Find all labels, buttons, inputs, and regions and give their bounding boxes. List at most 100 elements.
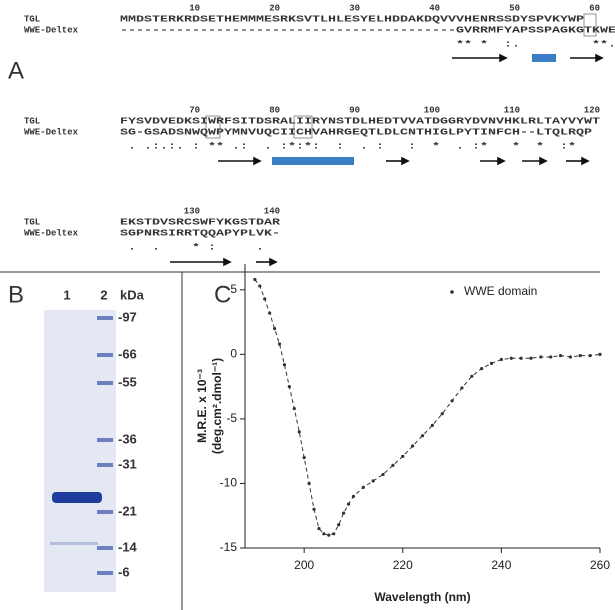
data-point: [539, 355, 543, 359]
data-point: [317, 527, 321, 531]
sequence: ----------------------------------------…: [120, 25, 615, 35]
data-point: [371, 479, 375, 483]
panel-label: A: [8, 57, 24, 84]
sequence-name: WWE-Deltex: [24, 25, 79, 35]
ruler-number: 50: [509, 3, 520, 13]
ruler-number: 60: [589, 3, 600, 13]
data-point: [307, 481, 311, 486]
faint-band: [50, 542, 98, 545]
sequence: EKSTDVSRCSWFYKGSTDAR: [120, 217, 281, 227]
marker-band: [97, 381, 113, 385]
unit-label: kDa: [120, 287, 145, 302]
data-point: [346, 502, 351, 506]
data-point: [480, 366, 484, 371]
data-point: [342, 511, 346, 515]
marker-band: [97, 546, 113, 550]
data-point: [277, 342, 282, 346]
data-point: [312, 507, 316, 511]
ruler-number: 10: [189, 3, 200, 13]
data-point: [287, 385, 291, 389]
marker-label: -97: [118, 309, 137, 324]
data-point: [253, 277, 257, 282]
ruler-number: 70: [189, 105, 200, 115]
data-point: [519, 356, 523, 360]
conservation: . . * : .: [120, 242, 264, 252]
lane-label: 1: [63, 287, 70, 302]
marker-band: [97, 316, 113, 320]
data-point: [450, 399, 454, 403]
marker-label: -55: [118, 374, 137, 389]
data-point: [549, 355, 553, 359]
data-point: [470, 374, 474, 378]
ruler-number: 20: [269, 3, 280, 13]
panel-label: B: [8, 281, 24, 308]
sequence-name: WWE-Deltex: [24, 127, 79, 137]
data-point: [401, 454, 405, 458]
data-point: [361, 485, 365, 489]
data-point: [302, 456, 306, 460]
data-point: [598, 352, 602, 356]
x-tick-label: 220: [393, 558, 413, 572]
ruler-number: 40: [429, 3, 440, 13]
helix-box: [532, 54, 556, 62]
data-point: [578, 354, 582, 358]
marker-band: [97, 571, 113, 575]
marker-label: -21: [118, 503, 137, 518]
sequence-name: TGL: [24, 116, 40, 126]
marker-band: [97, 510, 113, 514]
y-tick-label: 5: [230, 282, 237, 296]
legend-label: WWE domain: [464, 284, 537, 298]
marker-label: -6: [118, 564, 130, 579]
data-point: [430, 423, 434, 427]
data-point: [440, 412, 444, 416]
data-point: [272, 326, 277, 331]
conservation: . .:.:. : ** .: . :*:*: : . : : * . :* *…: [120, 141, 576, 151]
ruler-number: 130: [184, 206, 200, 216]
data-point: [381, 472, 385, 477]
data-point: [263, 297, 267, 301]
data-point: [391, 463, 395, 467]
series-line: [254, 279, 601, 536]
marker-band: [97, 463, 113, 467]
panel-label: C: [214, 281, 231, 308]
data-point: [322, 532, 326, 536]
data-point: [337, 523, 341, 527]
data-point: [268, 311, 272, 315]
x-tick-label: 240: [491, 558, 511, 572]
marker-label: -31: [118, 456, 137, 471]
ruler-number: 80: [269, 105, 280, 115]
y-tick-label: 0: [230, 347, 237, 361]
marker-label: -66: [118, 346, 137, 361]
data-point: [568, 355, 573, 359]
y-tick-label: -10: [220, 476, 238, 490]
data-point: [558, 354, 563, 358]
data-point: [499, 357, 503, 362]
y-axis-label: M.R.E. x 10⁻³: [195, 369, 209, 443]
sequence-name: TGL: [24, 217, 40, 227]
data-point: [351, 494, 356, 498]
data-point: [588, 354, 592, 358]
ruler-number: 140: [264, 206, 280, 216]
x-axis-label: Wavelength (nm): [374, 590, 470, 604]
sequence-name: WWE-Deltex: [24, 228, 79, 238]
data-point: [411, 444, 415, 448]
legend-marker: [450, 290, 454, 294]
x-tick-label: 260: [590, 558, 610, 572]
sequence: FYSVDVEDKSIWRFSITDSRALIIRYNSTDLHEDTVVATD…: [120, 116, 601, 126]
y-tick-label: -5: [226, 411, 237, 425]
data-point: [282, 363, 287, 367]
conservation: ** * :. **. :*:*: [120, 39, 615, 49]
x-tick-label: 200: [294, 558, 314, 572]
sequence: SG-GSADSNWQWPYMNVUQCIICHVAHRGEQTLDLCNTHI…: [120, 127, 593, 137]
strand-arrows: [170, 53, 604, 267]
data-point: [327, 533, 331, 537]
ruler-number: 100: [424, 105, 440, 115]
data-point: [489, 361, 494, 365]
y-tick-label: -15: [220, 540, 238, 554]
marker-label: -14: [118, 539, 138, 554]
identity-boxes: [205, 13, 597, 139]
ruler-number: 120: [584, 105, 600, 115]
data-point: [509, 356, 513, 360]
y-axis-label: (deg.cm².dmol⁻¹): [210, 358, 224, 454]
data-point: [529, 356, 533, 360]
